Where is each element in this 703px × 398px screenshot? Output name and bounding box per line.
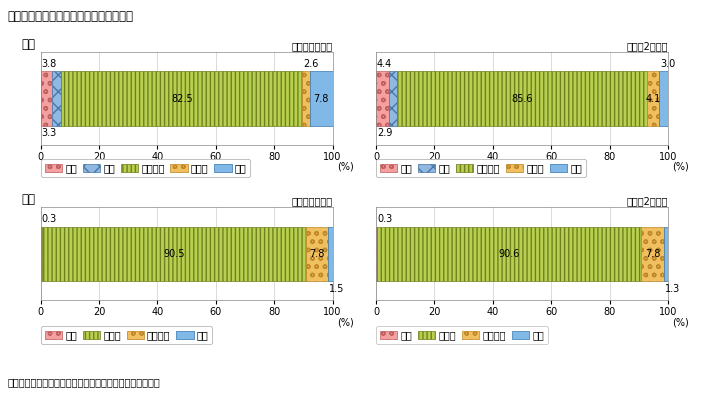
Text: 0.3: 0.3 (377, 214, 392, 224)
Text: (%): (%) (672, 317, 689, 327)
Text: 旅客: 旅客 (21, 38, 35, 51)
Bar (306, 226, 328, 281)
Text: 85.6: 85.6 (512, 94, 533, 103)
Legend: 鉄道, 自動車, 内航海運, 航空: 鉄道, 自動車, 内航海運, 航空 (376, 326, 548, 344)
Text: 4.4: 4.4 (377, 59, 392, 68)
Bar (52, 71, 61, 126)
Bar (328, 226, 333, 281)
Text: （令和元年度）: （令和元年度） (292, 196, 333, 206)
Bar (397, 71, 647, 126)
Bar (389, 71, 397, 126)
Text: （令和元年度）: （令和元年度） (292, 41, 333, 51)
Text: 2.6: 2.6 (303, 59, 318, 68)
Legend: 鉄道, バス, 乗用中等, 旅客船, 航空: 鉄道, バス, 乗用中等, 旅客船, 航空 (376, 159, 586, 177)
Bar (647, 71, 659, 126)
Text: （令和2年度）: （令和2年度） (626, 196, 668, 206)
Text: 2.9: 2.9 (377, 129, 392, 139)
Legend: 鉄道, 自動車, 内航海運, 航空: 鉄道, 自動車, 内航海運, 航空 (41, 326, 212, 344)
Bar (310, 71, 333, 126)
Bar (41, 226, 306, 281)
Bar (376, 226, 377, 281)
Text: 国内輸送機関のエネルギー消費量の構成: 国内輸送機関のエネルギー消費量の構成 (7, 10, 133, 23)
Bar (659, 71, 668, 126)
Text: 4.1: 4.1 (645, 94, 661, 103)
Text: 0.3: 0.3 (41, 214, 57, 224)
Bar (61, 71, 302, 126)
Text: 7.8: 7.8 (314, 94, 329, 103)
Text: 82.5: 82.5 (171, 94, 193, 103)
Bar (376, 71, 389, 126)
Text: (%): (%) (672, 162, 689, 172)
Bar (41, 71, 52, 126)
Text: 90.6: 90.6 (498, 249, 520, 259)
Text: 3.0: 3.0 (660, 59, 675, 68)
Text: 1.5: 1.5 (329, 284, 344, 294)
Bar (641, 226, 664, 281)
Text: (%): (%) (337, 162, 354, 172)
Text: 貨物: 貨物 (21, 193, 35, 206)
Text: 3.3: 3.3 (41, 129, 57, 139)
Text: （令和2年度）: （令和2年度） (626, 41, 668, 51)
Text: 資料）資源エネルギー庁「総合エネルギー統計」より作成: 資料）資源エネルギー庁「総合エネルギー統計」より作成 (7, 377, 160, 387)
Text: 7.8: 7.8 (645, 249, 660, 259)
Text: 1.3: 1.3 (665, 284, 681, 294)
Bar (377, 226, 641, 281)
Legend: 鉄道, バス, 乗用中等, 旅客船, 航空: 鉄道, バス, 乗用中等, 旅客船, 航空 (41, 159, 250, 177)
Bar (302, 71, 310, 126)
Text: 90.5: 90.5 (163, 249, 184, 259)
Text: 3.8: 3.8 (41, 59, 57, 68)
Text: (%): (%) (337, 317, 354, 327)
Bar (664, 226, 668, 281)
Text: 7.8: 7.8 (309, 249, 325, 259)
